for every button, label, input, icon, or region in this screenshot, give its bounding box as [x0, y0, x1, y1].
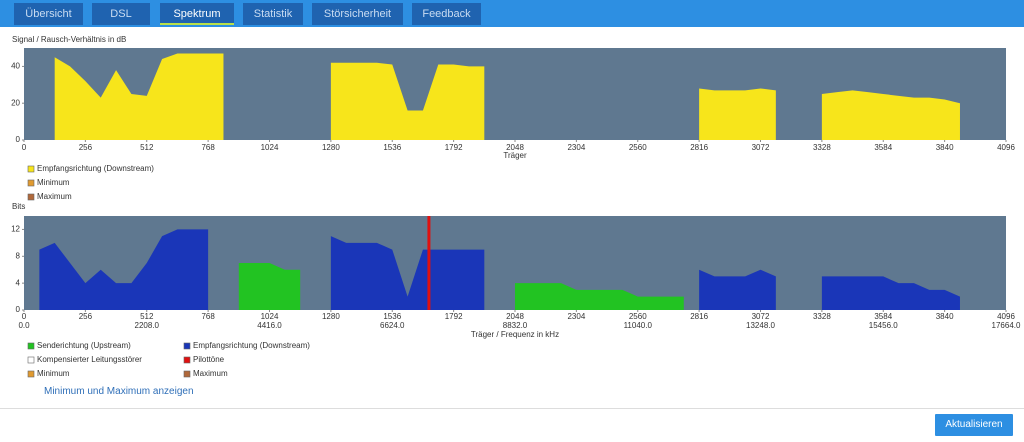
x-tick-label: 1024 [261, 143, 279, 152]
y-tick-label: 0 [16, 135, 21, 144]
refresh-button[interactable]: Aktualisieren [935, 414, 1013, 436]
y-tick-label: 4 [16, 278, 21, 287]
x-axis-label: Träger [503, 151, 527, 160]
x-tick-label: 0 [22, 312, 27, 321]
y-tick-label: 0 [16, 305, 21, 314]
x-tick-label: 1280 [322, 143, 340, 152]
legend-label: Minimum [37, 178, 70, 187]
x-tick-label: 4096 [997, 143, 1015, 152]
tab-bar: Übersicht DSL Spektrum Statistik Störsic… [0, 0, 1024, 27]
x2-tick-label: 4416.0 [257, 321, 282, 330]
x2-tick-label: 2208.0 [135, 321, 160, 330]
x2-tick-label: 13248.0 [746, 321, 775, 330]
legend-label: Empfangsrichtung (Downstream) [193, 341, 310, 350]
x-tick-label: 768 [201, 143, 215, 152]
x-tick-label: 0 [22, 143, 27, 152]
x-tick-label: 4096 [997, 312, 1015, 321]
x-tick-label: 1792 [445, 312, 463, 321]
x-tick-label: 3840 [936, 143, 954, 152]
legend-label: Empfangsrichtung (Downstream) [37, 164, 154, 173]
area [39, 229, 960, 310]
legend-swatch [27, 165, 35, 173]
chart-title: Signal / Rausch-Verhältnis in dB [12, 35, 126, 44]
legend-label: Pilottöne [193, 355, 225, 364]
x-tick-label: 256 [79, 143, 93, 152]
tab[interactable]: Statistik [243, 3, 303, 25]
legend-label: Senderichtung (Upstream) [37, 341, 131, 350]
legend-swatch [183, 356, 191, 364]
x-tick-label: 2304 [567, 312, 585, 321]
y-tick-label: 40 [11, 62, 20, 71]
x-tick-label: 3072 [752, 143, 770, 152]
y-tick-label: 8 [16, 251, 21, 260]
x2-tick-label: 15456.0 [869, 321, 898, 330]
legend-swatch [27, 342, 35, 350]
x-tick-label: 3840 [936, 312, 954, 321]
tab[interactable]: DSL [92, 3, 150, 25]
x-tick-label: 3584 [874, 143, 892, 152]
x-tick-label: 2816 [690, 143, 708, 152]
tab[interactable]: Feedback [412, 3, 481, 25]
x2-tick-label: 6624.0 [380, 321, 405, 330]
tab[interactable]: Spektrum [160, 3, 234, 25]
x-tick-label: 512 [140, 143, 154, 152]
x-tick-label: 2560 [629, 312, 647, 321]
x2-tick-label: 0.0 [18, 321, 30, 330]
x-tick-label: 512 [140, 312, 154, 321]
x2-tick-label: 17664.0 [992, 321, 1021, 330]
x-tick-label: 3328 [813, 143, 831, 152]
area [39, 263, 684, 310]
x-tick-label: 2560 [629, 143, 647, 152]
legend-swatch [27, 193, 35, 201]
y-tick-label: 20 [11, 98, 20, 107]
chart-title: Bits [12, 202, 25, 211]
tab[interactable]: Störsicherheit [312, 3, 403, 25]
area [54, 53, 960, 140]
x-tick-label: 2048 [506, 312, 524, 321]
x2-tick-label: 11040.0 [624, 321, 653, 330]
x-tick-label: 1024 [261, 312, 279, 321]
legend-label: Kompensierter Leitungsstörer [37, 355, 142, 364]
x-tick-label: 256 [79, 312, 93, 321]
x-tick-label: 3584 [874, 312, 892, 321]
legend-swatch [183, 342, 191, 350]
legend-swatch [183, 370, 191, 378]
legend-label: Minimum [37, 369, 70, 378]
legend-swatch [27, 356, 35, 364]
x-tick-label: 1280 [322, 312, 340, 321]
x2-tick-label: 8832.0 [503, 321, 528, 330]
legend-swatch [27, 179, 35, 187]
toggle-link[interactable]: Minimum und Maximum anzeigen [44, 386, 194, 397]
y-tick-label: 12 [11, 225, 20, 234]
legend-label: Maximum [193, 369, 228, 378]
x-tick-label: 2816 [690, 312, 708, 321]
x-tick-label: 3072 [752, 312, 770, 321]
x-tick-label: 3328 [813, 312, 831, 321]
tab[interactable]: Übersicht [14, 3, 83, 25]
legend-swatch [27, 370, 35, 378]
x-tick-label: 1536 [383, 143, 401, 152]
x-tick-label: 1536 [383, 312, 401, 321]
divider [0, 408, 1024, 409]
x-axis-label: Träger / Frequenz in kHz [471, 330, 559, 339]
x-tick-label: 2048 [506, 143, 524, 152]
x-tick-label: 2304 [567, 143, 585, 152]
x-tick-label: 1792 [445, 143, 463, 152]
legend-label: Maximum [37, 192, 72, 201]
x-tick-label: 768 [201, 312, 215, 321]
